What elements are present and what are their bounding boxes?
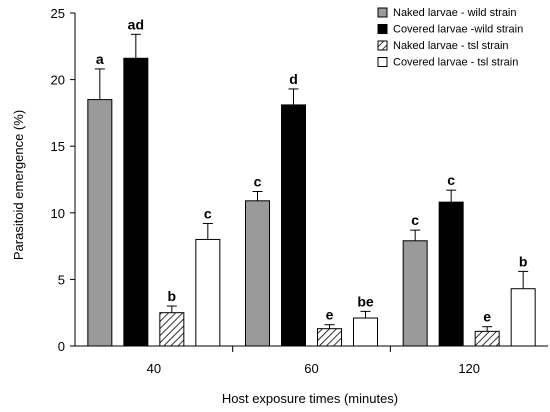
significance-label: c [254, 173, 262, 189]
bar [281, 104, 306, 347]
bar [438, 201, 464, 347]
bars: a ad b c c d e be c c e b [87, 16, 536, 347]
significance-label: be [357, 293, 374, 309]
x-axis: 40 60 120 [75, 345, 548, 376]
legend-label: Covered larvae - tsl strain [393, 57, 518, 69]
bar [474, 330, 500, 347]
significance-label: c [411, 212, 419, 228]
bar [402, 240, 428, 347]
significance-label: d [289, 71, 298, 87]
legend-swatch [377, 7, 388, 18]
significance-label: c [447, 172, 455, 188]
y-tick-label: 0 [58, 339, 65, 354]
x-axis-title: Host exposure times (minutes) [222, 391, 398, 406]
legend-label: Covered larvae -wild strain [393, 24, 523, 36]
legend-swatch [377, 24, 388, 34]
x-tick-label: 40 [147, 361, 161, 376]
legend-label: Naked larvae - tsl strain [393, 40, 509, 52]
y-tick-label: 10 [51, 206, 65, 221]
bar [317, 328, 342, 347]
significance-label: ad [128, 16, 144, 32]
bar [353, 317, 378, 347]
bar [195, 238, 221, 347]
y-tick-label: 15 [51, 139, 65, 154]
bar [87, 99, 113, 347]
y-tick-label: 5 [58, 272, 65, 287]
y-axis-title: Parasitoid emergence (%) [11, 110, 26, 260]
bar [123, 57, 149, 347]
significance-label: e [326, 307, 334, 323]
x-tick-label: 60 [304, 361, 318, 376]
bar [510, 288, 536, 347]
legend-swatch [377, 40, 388, 51]
y-axis: 0 5 10 15 20 25 [51, 6, 76, 354]
y-tick-label: 20 [51, 73, 65, 88]
y-tick-label: 25 [51, 6, 65, 21]
significance-label: a [96, 51, 104, 67]
significance-label: c [204, 205, 212, 221]
bar [245, 200, 270, 347]
bar [159, 312, 185, 347]
significance-label: e [483, 309, 491, 325]
significance-label: b [168, 288, 177, 304]
legend-label: Naked larvae - wild strain [393, 7, 517, 19]
significance-label: b [519, 253, 528, 269]
x-tick-label: 120 [458, 361, 480, 376]
legend-swatch [377, 57, 388, 67]
legend: Naked larvae - wild strain Covered larvae… [377, 7, 523, 69]
